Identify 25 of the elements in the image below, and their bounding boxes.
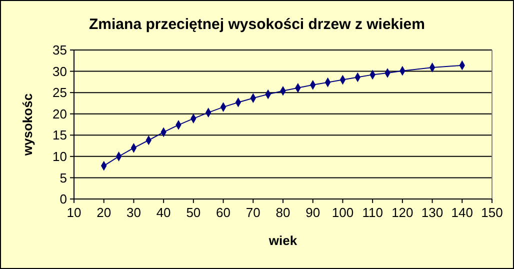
x-tick-label: 30 [126,205,141,220]
y-axis-title: wysokośc [20,93,35,157]
y-tick-label: 20 [52,106,67,122]
x-tick-label: 80 [276,205,290,220]
y-tick-label: 25 [52,85,67,100]
x-tick-label: 100 [332,205,354,220]
x-axis-title: wiek [268,233,298,248]
y-tick-label: 35 [52,42,67,58]
x-tick-label: 60 [216,205,231,220]
y-tick-label: 10 [52,148,67,164]
x-tick-label: 150 [481,205,503,220]
x-tick-label: 50 [186,205,201,220]
chart-title: Zmiana przeciętnej wysokości drzew z wiekiem [89,16,425,33]
x-tick-label: 90 [306,205,320,220]
x-tick-label: 120 [392,205,414,220]
x-tick-label: 110 [362,205,383,220]
x-tick-label: 140 [451,205,473,220]
x-tick-label: 130 [421,205,444,220]
x-tick-label: 20 [96,205,112,220]
y-tick-label: 0 [60,192,67,207]
y-tick-label: 15 [52,128,67,143]
y-tick-label: 30 [52,64,67,79]
x-tick-label: 70 [246,205,260,220]
x-tick-label: 40 [156,205,171,220]
y-tick-label: 5 [60,170,67,186]
